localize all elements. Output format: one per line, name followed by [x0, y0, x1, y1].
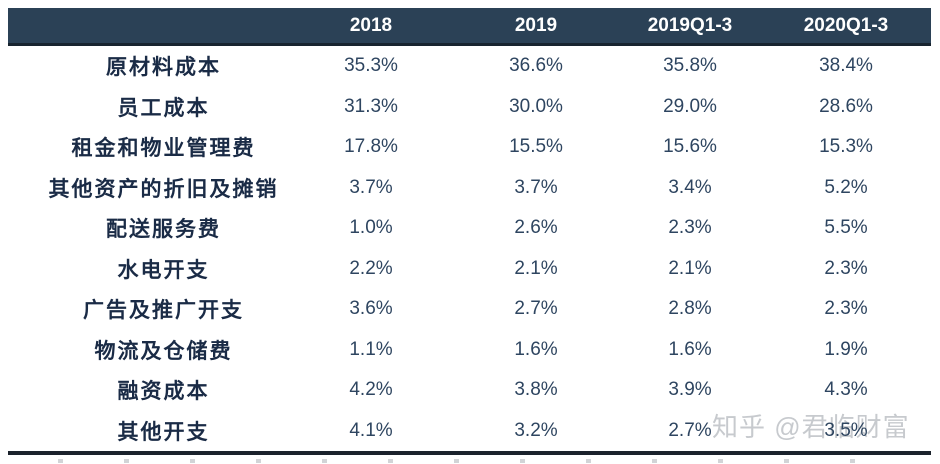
row-label: 广告及推广开支 — [83, 297, 244, 323]
row-label: 配送服务费 — [106, 216, 221, 242]
value-cell: 2.3% — [824, 257, 868, 279]
value-cell: 15.3% — [819, 136, 873, 158]
table-row: 物流及仓储费 1.1% 1.6% 1.6% 1.9% — [8, 330, 931, 371]
value-cell: 2.3% — [668, 217, 712, 239]
cost-structure-table: 2018 2019 2019Q1-3 2020Q1-3 原材料成本 35.3% … — [8, 8, 931, 455]
row-label: 融资成本 — [117, 378, 210, 404]
value-cell: 36.6% — [509, 55, 563, 77]
table-row: 广告及推广开支 3.6% 2.7% 2.8% 2.3% — [8, 289, 931, 330]
value-cell: 2.3% — [824, 298, 868, 320]
table-row: 其他资产的折旧及摊销 3.7% 3.7% 3.4% 5.2% — [8, 168, 931, 209]
value-cell: 38.4% — [819, 55, 873, 77]
header-cell-blank — [8, 8, 289, 46]
header-row: 2018 2019 2019Q1-3 2020Q1-3 — [8, 8, 931, 46]
value-cell: 4.1% — [349, 419, 393, 441]
value-cell: 3.4% — [668, 176, 712, 198]
value-cell: 31.3% — [344, 95, 398, 117]
zhihu-watermark: 知乎 @君临财富 — [712, 412, 910, 442]
header-cell-2019q1-3: 2019Q1-3 — [619, 8, 761, 46]
header-cell-2020q1-3: 2020Q1-3 — [761, 8, 931, 46]
table-row: 融资成本 4.2% 3.8% 3.9% 4.3% — [8, 370, 931, 411]
value-cell: 5.2% — [824, 176, 868, 198]
value-cell: 1.9% — [824, 338, 868, 360]
value-cell: 17.8% — [344, 136, 398, 158]
value-cell: 3.8% — [514, 379, 558, 401]
table-row: 水电开支 2.2% 2.1% 2.1% 2.3% — [8, 249, 931, 290]
table-row: 员工成本 31.3% 30.0% 29.0% 28.6% — [8, 87, 931, 128]
value-cell: 3.6% — [349, 298, 393, 320]
row-label: 租金和物业管理费 — [71, 135, 256, 161]
table-row: 租金和物业管理费 17.8% 15.5% 15.6% 15.3% — [8, 127, 931, 168]
value-cell: 1.0% — [349, 217, 393, 239]
value-cell: 2.8% — [668, 298, 712, 320]
value-cell: 3.2% — [514, 419, 558, 441]
value-cell: 1.6% — [514, 338, 558, 360]
row-label: 水电开支 — [117, 256, 210, 282]
value-cell: 2.7% — [514, 298, 558, 320]
row-label: 其他开支 — [117, 418, 210, 444]
cropped-caption-remnant — [58, 459, 898, 463]
value-cell: 29.0% — [663, 95, 717, 117]
value-cell: 2.2% — [349, 257, 393, 279]
value-cell: 35.3% — [344, 55, 398, 77]
value-cell: 1.1% — [349, 338, 393, 360]
value-cell: 4.3% — [824, 379, 868, 401]
value-cell: 2.1% — [514, 257, 558, 279]
value-cell: 3.7% — [514, 176, 558, 198]
header-cell-2018: 2018 — [289, 8, 453, 46]
value-cell: 2.6% — [514, 217, 558, 239]
row-label: 其他资产的折旧及摊销 — [48, 175, 279, 201]
row-label: 原材料成本 — [106, 54, 221, 80]
value-cell: 1.6% — [668, 338, 712, 360]
table-row: 其他开支 4.1% 3.2% 2.7% 3.5% — [8, 411, 931, 454]
value-cell: 3.5% — [824, 419, 868, 441]
value-cell: 30.0% — [509, 95, 563, 117]
value-cell: 2.1% — [668, 257, 712, 279]
value-cell: 28.6% — [819, 95, 873, 117]
value-cell: 3.9% — [668, 379, 712, 401]
table-row: 原材料成本 35.3% 36.6% 35.8% 38.4% — [8, 45, 931, 87]
value-cell: 15.6% — [663, 136, 717, 158]
value-cell: 3.7% — [349, 176, 393, 198]
value-cell: 5.5% — [824, 217, 868, 239]
value-cell: 4.2% — [349, 379, 393, 401]
row-label: 员工成本 — [117, 94, 210, 120]
row-label: 物流及仓储费 — [94, 337, 233, 363]
value-cell: 35.8% — [663, 55, 717, 77]
table-row: 配送服务费 1.0% 2.6% 2.3% 5.5% — [8, 208, 931, 249]
value-cell: 2.7% — [668, 419, 712, 441]
header-cell-2019: 2019 — [453, 8, 619, 46]
value-cell: 15.5% — [509, 136, 563, 158]
